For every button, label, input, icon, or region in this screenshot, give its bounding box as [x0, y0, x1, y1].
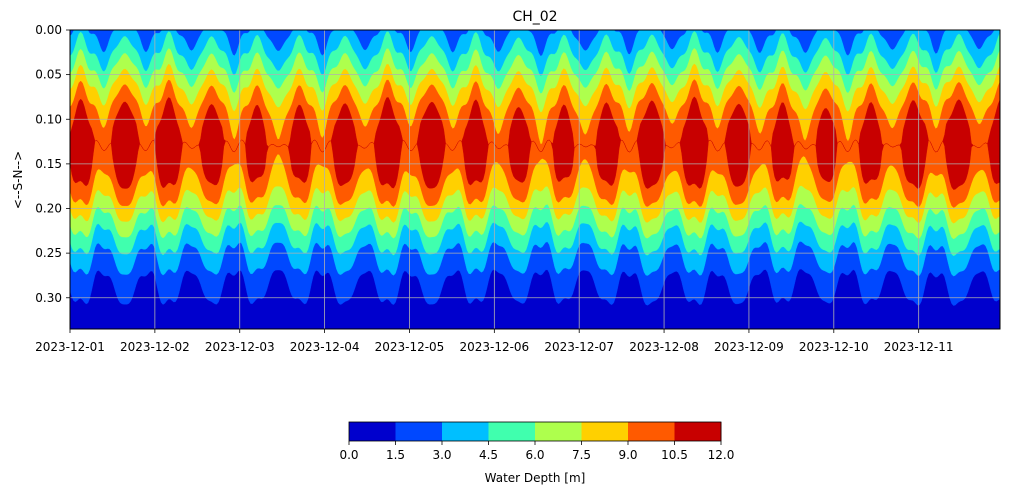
- x-tick-label: 2023-12-09: [714, 340, 784, 354]
- colorbar-tick-label: 0.0: [339, 448, 358, 462]
- plot-area: [69, 29, 1001, 330]
- colorbar-segment: [535, 422, 582, 441]
- colorbar-tick-label: 4.5: [479, 448, 498, 462]
- x-tick-label: 2023-12-08: [629, 340, 699, 354]
- x-axis: 2023-12-01 2023-12-02 2023-12-03 2023-12-04…: [35, 329, 954, 354]
- contour-bands: [69, 29, 1001, 306]
- y-tick-label: 0.30: [35, 291, 62, 305]
- colorbar-segment: [488, 422, 536, 441]
- x-tick-label: 2023-12-03: [205, 340, 275, 354]
- x-tick-label: 2023-12-04: [290, 340, 360, 354]
- y-tick-label: 0.00: [35, 23, 62, 37]
- colorbar-segment: [628, 422, 675, 441]
- x-tick-label: 2023-12-07: [544, 340, 614, 354]
- colorbar-tick-label: 6.0: [525, 448, 544, 462]
- grid-lines: [69, 29, 1000, 329]
- x-tick-label: 2023-12-11: [884, 340, 954, 354]
- colorbar-tick-label: 9.0: [618, 448, 637, 462]
- x-tick-label: 2023-12-02: [120, 340, 190, 354]
- y-tick-label: 0.15: [35, 157, 62, 171]
- x-tick-label: 2023-12-01: [35, 340, 105, 354]
- y-tick-label: 0.05: [35, 68, 62, 82]
- plot-frame: [69, 29, 1001, 330]
- colorbar: 0.0 1.5 3.0 4.5 6.0 7.5 9.0 10.5 12.0: [339, 421, 735, 462]
- colorbar-segment: [674, 422, 722, 441]
- colorbar-segment: [442, 422, 489, 441]
- y-tick-label: 0.10: [35, 112, 62, 126]
- y-axis-label: <--S-N-->: [11, 151, 25, 209]
- colorbar-tick-label: 10.5: [661, 448, 688, 462]
- x-tick-label: 2023-12-06: [459, 340, 529, 354]
- y-tick-label: 0.20: [35, 202, 62, 216]
- y-axis: 0.00 0.05 0.10 0.15 0.20 0.25 0.30: [35, 23, 70, 305]
- colorbar-segment: [581, 422, 629, 441]
- x-tick-label: 2023-12-10: [799, 340, 869, 354]
- colorbar-segment: [349, 422, 396, 441]
- colorbar-segment: [395, 422, 443, 441]
- colorbar-label: Water Depth [m]: [485, 471, 586, 485]
- colorbar-tick-label: 3.0: [432, 448, 451, 462]
- x-tick-label: 2023-12-05: [375, 340, 445, 354]
- colorbar-tick-label: 1.5: [386, 448, 405, 462]
- colorbar-tick-label: 12.0: [708, 448, 735, 462]
- y-tick-label: 0.25: [35, 246, 62, 260]
- chart-title: CH_02: [512, 9, 557, 25]
- colorbar-tick-label: 7.5: [572, 448, 591, 462]
